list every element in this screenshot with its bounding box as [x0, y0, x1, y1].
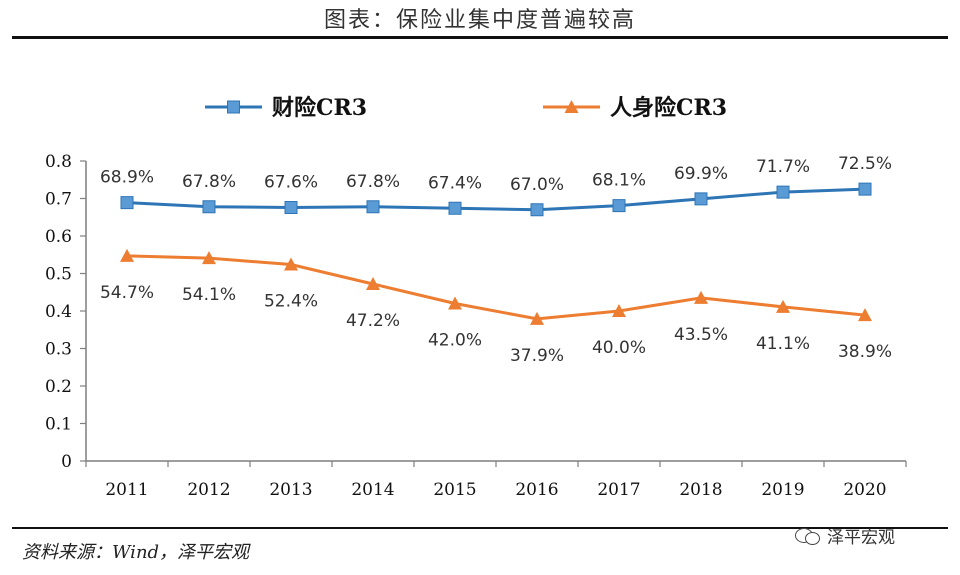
data-label: 67.8%	[182, 172, 236, 192]
watermark-text: 泽平宏观	[827, 528, 895, 548]
series-2-point	[530, 311, 544, 325]
series-1-point	[366, 200, 380, 214]
y-tick-label: 0.8	[45, 152, 72, 172]
data-label: 68.9%	[100, 168, 154, 188]
data-label: 54.1%	[182, 285, 236, 305]
y-tick-label: 0.4	[45, 302, 72, 322]
series-2-point	[284, 257, 298, 271]
y-tick-label: 0.3	[45, 340, 72, 360]
y-tick-label: 0	[61, 452, 72, 472]
y-tick-label: 0.5	[45, 265, 72, 285]
data-label: 67.4%	[428, 173, 482, 193]
x-tick-label: 2018	[679, 480, 722, 500]
series-1-point	[694, 192, 708, 206]
legend-label: 人身险CR3	[610, 95, 727, 121]
source-note: 资料来源：Wind，泽平宏观	[22, 542, 250, 563]
data-label: 47.2%	[346, 311, 400, 331]
series-1-point	[202, 200, 216, 214]
legend-label: 财险CR3	[272, 95, 367, 121]
data-label: 37.9%	[510, 346, 564, 366]
series-1-point	[612, 199, 626, 213]
y-tick-label: 0.1	[45, 415, 72, 435]
series-1-point	[776, 185, 790, 199]
bottom-rule	[12, 527, 948, 529]
data-label: 68.1%	[592, 171, 646, 191]
series-2-point	[694, 290, 708, 304]
series-2-point	[858, 308, 872, 322]
x-tick-label: 2015	[433, 480, 476, 500]
series-line-2	[126, 254, 866, 321]
x-tick-label: 2013	[269, 480, 312, 500]
data-label: 54.7%	[100, 283, 154, 303]
data-label: 40.0%	[592, 338, 646, 358]
series-1-point	[858, 182, 872, 196]
top-rule	[12, 36, 948, 39]
series-2-point	[120, 248, 134, 262]
data-label: 43.5%	[674, 325, 728, 345]
data-label: 71.7%	[756, 157, 810, 177]
line-chart: 0 0.1 0.2 0.3 0.4 0.5 0.6 0.7 0.8 2011 2012 2013 201…	[45, 95, 907, 500]
y-tick-label: 0.7	[45, 190, 72, 210]
data-label: 72.5%	[838, 154, 892, 174]
series-2-point	[202, 251, 216, 265]
series-1-point	[120, 196, 134, 210]
data-label: 67.0%	[510, 175, 564, 195]
y-tick-label: 0.2	[45, 377, 72, 397]
series-line-1	[126, 187, 866, 212]
legend-marker-square	[227, 100, 240, 114]
data-label: 67.6%	[264, 173, 318, 193]
series-1-point	[448, 201, 462, 215]
x-tick-label: 2019	[761, 480, 804, 500]
x-tick-label: 2014	[351, 480, 394, 500]
data-label: 52.4%	[264, 292, 318, 312]
x-tick-label: 2016	[515, 480, 558, 500]
legend-marker-triangle	[564, 100, 579, 113]
series-2-point	[448, 296, 462, 310]
data-label: 67.8%	[346, 172, 400, 192]
wechat-icon	[795, 526, 821, 546]
x-tick-label: 2011	[105, 480, 148, 500]
data-label: 38.9%	[838, 342, 892, 362]
series-2-point	[612, 304, 626, 317]
figure-title: 图表：保险业集中度普遍较高	[323, 8, 636, 33]
series-1-point	[530, 203, 544, 217]
watermark: 泽平宏观	[795, 523, 895, 548]
series-2-point	[366, 277, 380, 290]
x-tick-label: 2017	[597, 480, 640, 500]
x-tick-label: 2020	[843, 480, 886, 500]
series-1-point	[284, 201, 298, 214]
data-label: 41.1%	[756, 334, 810, 354]
data-label: 42.0%	[428, 331, 482, 351]
data-label: 69.9%	[674, 164, 728, 184]
y-tick-label: 0.6	[45, 227, 72, 247]
series-2-point	[776, 299, 790, 313]
x-tick-label: 2012	[187, 480, 230, 500]
